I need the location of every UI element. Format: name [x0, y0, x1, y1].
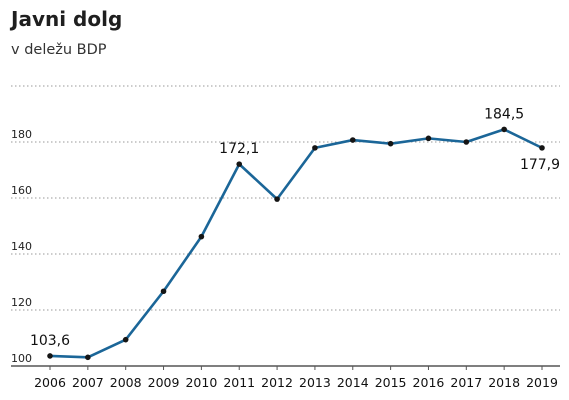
chart-subtitle: v deležu BDP — [11, 42, 107, 58]
data-point — [463, 139, 470, 145]
y-tick-label: 120 — [11, 296, 32, 309]
data-point — [85, 354, 91, 361]
x-tick-label: 2009 — [148, 375, 180, 390]
y-tick-label: 160 — [11, 184, 32, 197]
chart-title: Javni dolg — [9, 7, 122, 31]
data-labels: 103,6 172,1 184,5 177,9 — [30, 106, 560, 349]
data-point — [312, 145, 318, 151]
data-point — [198, 233, 205, 240]
data-point — [349, 137, 356, 143]
series — [47, 126, 545, 361]
data-point — [122, 336, 129, 343]
data-point — [47, 353, 53, 359]
data-point — [387, 140, 394, 147]
y-tick-label: 180 — [11, 128, 32, 141]
x-tick-label: 2017 — [450, 375, 482, 390]
x-tick-label: 2015 — [375, 375, 407, 390]
y-tick-label: 100 — [11, 352, 32, 365]
x-tick-label: 2013 — [299, 375, 331, 390]
x-axis-ticks: 2006 2007 2008 2009 2010 2011 2012 2013 2014 2015… — [34, 366, 558, 390]
data-label: 177,9 — [520, 157, 560, 173]
data-point — [425, 135, 432, 142]
data-point — [160, 288, 167, 295]
data-point — [274, 196, 280, 202]
x-tick-label: 2012 — [261, 375, 293, 390]
data-point — [236, 161, 243, 167]
data-label: 172,1 — [219, 141, 259, 157]
x-tick-label: 2016 — [413, 375, 445, 390]
y-tick-label: 140 — [11, 240, 32, 253]
x-tick-label: 2019 — [526, 375, 558, 390]
data-point — [539, 145, 545, 151]
x-tick-label: 2010 — [185, 375, 217, 390]
y-axis-ticks: 100 120 140 160 180 — [11, 128, 32, 365]
series-line — [48, 128, 544, 359]
data-point — [501, 126, 507, 133]
x-tick-label: 2018 — [488, 375, 520, 390]
gridlines — [11, 85, 560, 311]
data-label: 103,6 — [30, 333, 70, 349]
data-label: 184,5 — [484, 106, 524, 122]
x-tick-label: 2014 — [337, 375, 369, 390]
x-tick-label: 2008 — [110, 375, 142, 390]
x-tick-label: 2007 — [72, 375, 104, 390]
x-tick-label: 2006 — [34, 375, 66, 390]
x-tick-label: 2011 — [223, 375, 255, 390]
